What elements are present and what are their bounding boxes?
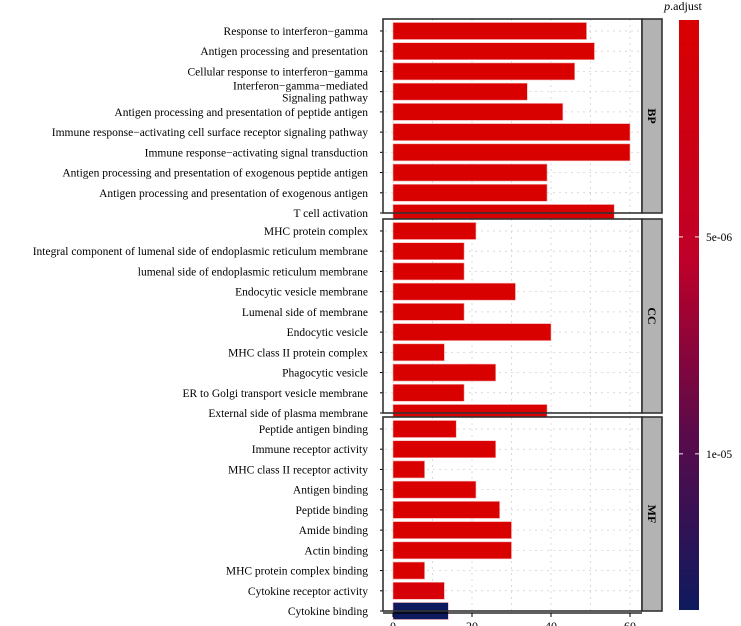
- bar: [392, 541, 512, 560]
- facet-strip: [641, 18, 663, 214]
- facet-strip: [641, 416, 663, 612]
- category-label: Cytokine binding: [288, 606, 368, 618]
- facet-label: BP: [645, 108, 659, 123]
- category-label: Actin binding: [304, 545, 368, 557]
- colorbar: [679, 20, 699, 610]
- bar: [392, 103, 564, 121]
- category-label: MHC protein complex binding: [226, 566, 368, 578]
- category-label: ER to Golgi transport vesicle membrane: [182, 388, 368, 400]
- category-label: Interferon−gamma−mediated Signaling pathw…: [233, 81, 368, 105]
- facet-strip: [641, 218, 663, 414]
- bar: [392, 460, 425, 479]
- bar: [392, 22, 587, 40]
- bar: [392, 440, 496, 459]
- category-label: Antigen processing and presentation of e…: [99, 188, 368, 200]
- bar: [392, 303, 465, 321]
- bar: [392, 521, 512, 539]
- bar: [392, 62, 575, 81]
- bar: [392, 42, 595, 61]
- category-label: Peptide antigen binding: [259, 424, 368, 436]
- facet-panel-bp: Response to interferon−gamma Antigen proc…: [52, 18, 663, 222]
- category-label: lumenal side of endoplasmic reticulum me…: [138, 266, 368, 278]
- bar: [392, 123, 631, 141]
- category-label: Cellular response to interferon−gamma: [187, 66, 368, 78]
- bar: [392, 323, 552, 341]
- category-label: Antigen processing and presentation of e…: [62, 168, 368, 180]
- legend-tick-label: 5e-06: [706, 232, 732, 244]
- bar: [392, 242, 465, 261]
- category-label: Integral component of lumenal side of en…: [33, 246, 368, 258]
- x-tick-label: 20: [466, 619, 478, 626]
- category-label: Peptide binding: [295, 505, 368, 517]
- bar: [392, 163, 548, 182]
- category-label: MHC protein complex: [264, 226, 368, 238]
- category-label: Antigen processing and presentation: [200, 46, 368, 58]
- category-label: MHC class II receptor activity: [228, 464, 368, 476]
- bar: [392, 501, 500, 519]
- legend-title: p.adjust: [663, 0, 702, 13]
- category-label: External side of plasma membrane: [208, 408, 368, 420]
- bar: [392, 383, 465, 402]
- bar: [392, 82, 528, 101]
- facet-label: CC: [645, 307, 659, 324]
- bar: [392, 581, 445, 600]
- category-label: Cytokine receptor activity: [248, 586, 368, 598]
- category-label: Antigen binding: [293, 485, 368, 497]
- bar: [392, 343, 445, 362]
- bar: [392, 143, 631, 162]
- legend-tick-label: 1e-05: [706, 449, 732, 461]
- category-label: T cell activation: [293, 208, 368, 220]
- category-label: Lumenal side of membrane: [242, 307, 368, 319]
- category-label: Antigen processing and presentation of p…: [114, 107, 368, 119]
- category-label: Endocytic vesicle membrane: [235, 287, 368, 299]
- facet-panel-mf: Peptide antigen binding Immune receptor a…: [226, 416, 663, 620]
- category-label: MHC class II protein complex: [228, 347, 368, 359]
- bar: [392, 183, 548, 202]
- bar: [392, 282, 516, 301]
- category-label: Phagocytic vesicle: [282, 368, 368, 380]
- category-label: Amide binding: [299, 525, 369, 537]
- bar: [392, 262, 465, 281]
- x-tick-label: 40: [545, 619, 557, 626]
- category-label: Immune response−activating cell surface …: [52, 127, 368, 139]
- category-label: Endocytic vesicle: [287, 327, 368, 339]
- facet-panel-cc: MHC protein complex Integral component of…: [33, 218, 663, 422]
- category-label: Response to interferon−gamma: [224, 26, 368, 38]
- x-tick-label: 0: [390, 619, 396, 626]
- bar: [392, 480, 477, 499]
- category-label: Immune response−activating signal transd…: [145, 147, 369, 159]
- bar: [392, 363, 496, 382]
- category-label: Immune receptor activity: [252, 444, 368, 456]
- bar: [392, 420, 457, 438]
- bar: [392, 561, 425, 580]
- x-axis: 0 20 40 60: [383, 612, 642, 626]
- bar: [392, 222, 477, 240]
- colorbar-legend: p.adjust 5e-06 1e-05: [663, 0, 732, 610]
- x-tick-label: 60: [624, 619, 636, 626]
- facet-label: MF: [645, 505, 659, 524]
